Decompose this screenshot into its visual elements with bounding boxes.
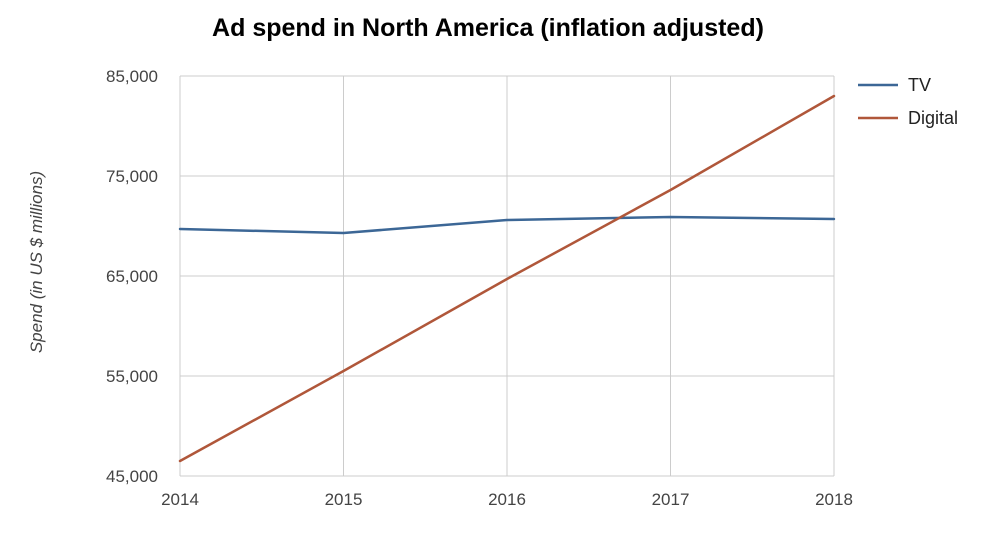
x-tick-label: 2014 [161,490,199,509]
chart-title: Ad spend in North America (inflation adj… [212,14,764,42]
y-tick-label: 45,000 [106,467,158,486]
y-axis-label: Spend (in US $ millions) [27,171,46,353]
x-tick-label: 2015 [325,490,363,509]
x-tick-label: 2018 [815,490,853,509]
legend-label-digital: Digital [908,108,958,128]
y-tick-label: 75,000 [106,167,158,186]
series-layer [178,94,836,463]
x-axis-ticks: 2014 2015 2016 2017 2018 [161,490,853,509]
y-tick-label: 55,000 [106,367,158,386]
series-line-digital [178,94,836,463]
grid-layer [179,75,835,477]
y-tick-label: 85,000 [106,67,158,86]
x-tick-label: 2016 [488,490,526,509]
y-tick-label: 65,000 [106,267,158,286]
legend: TV Digital [858,75,958,128]
x-tick-label: 2017 [652,490,690,509]
legend-label-tv: TV [908,75,931,95]
y-axis-ticks: 45,000 55,000 65,000 75,000 85,000 [106,67,158,486]
series-line-tv [178,215,836,235]
